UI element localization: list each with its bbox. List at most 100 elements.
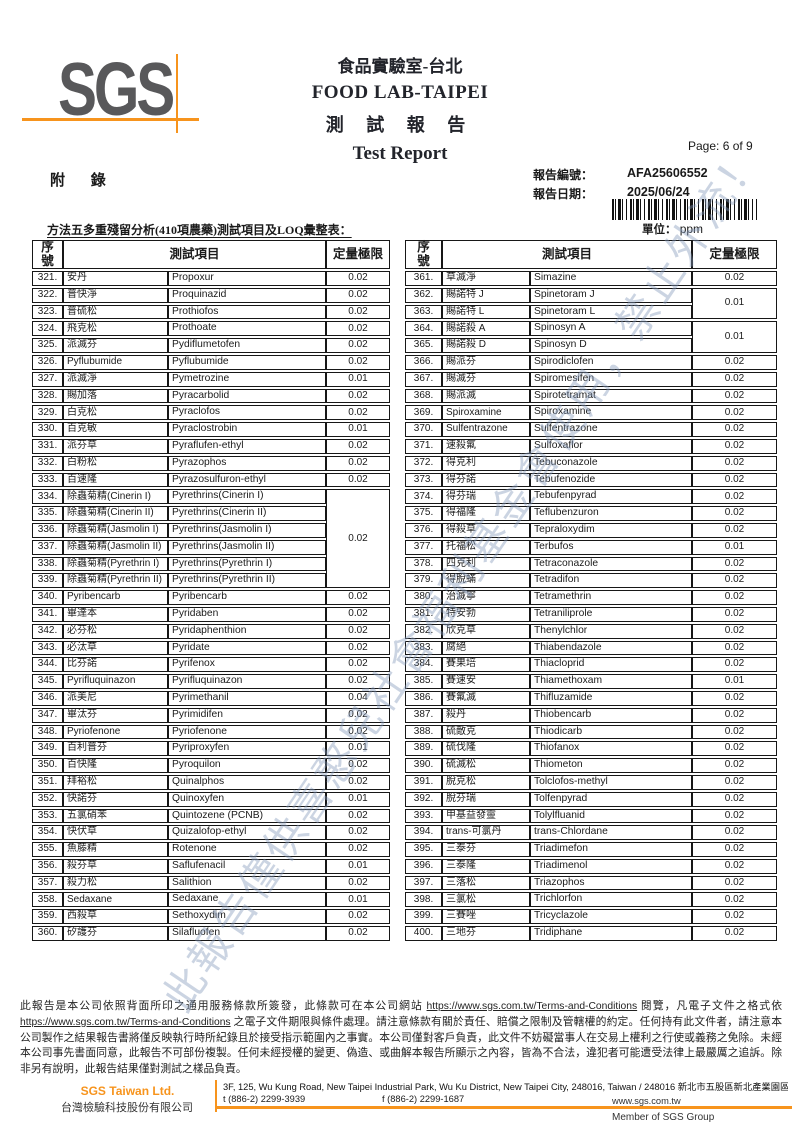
item-en: Pyrazophos <box>168 455 327 471</box>
table-row: 359. 西殺草 Sethoxydim 0.02 <box>32 909 391 925</box>
item-zh: 百快隆 <box>63 758 168 773</box>
loq-value: 0.02 <box>692 371 778 387</box>
table-row: 328. 賜加落 Pyracarbolid 0.02 <box>32 388 391 404</box>
item-zh: 四克利 <box>442 556 530 572</box>
loq-value: 0.02 <box>692 825 778 841</box>
item-zh: 得脫蟎 <box>442 573 530 589</box>
table-row: 358. Sedaxane Sedaxane 0.01 <box>32 892 391 908</box>
item-zh: 百速隆 <box>63 472 168 488</box>
table-row: 366. 賜派芬 Spirodiclofen 0.02 <box>405 354 778 370</box>
report-header: 食品實驗室-台北 FOOD LAB-TAIPEI 測 試 報 告 Test Re… <box>270 52 530 165</box>
item-zh: 腐絕 <box>442 640 530 656</box>
col-item: 測試項目 <box>63 240 327 269</box>
loq-value: 0.02 <box>692 791 778 807</box>
table-row: 376. 得殺草 Tepraloxydim 0.02 <box>405 522 778 538</box>
row-no: 330. <box>32 422 63 437</box>
table-row: 321. 安丹 Propoxur 0.02 <box>32 271 391 286</box>
table-row: 338. 除蟲菊精(Pyrethrin I) Pyrethrins(Pyrethri… <box>32 556 390 572</box>
table-row: 386. 賽氟滅 Thifluzamide 0.02 <box>405 690 778 706</box>
row-no: 393. <box>405 808 442 824</box>
table-row: 356. 殺芬草 Saflufenacil 0.01 <box>32 858 391 874</box>
loq-value: 0.01 <box>692 539 778 555</box>
table-row: 387. 殺丹 Thiobencarb 0.02 <box>405 707 778 723</box>
item-zh: 矽護芬 <box>63 926 168 941</box>
company-name-en: SGS Taiwan Ltd. <box>80 1084 175 1098</box>
loq-table-right: 序號測試項目 定量極限 361. 草滅淨 Simazine 0.02 362. 賜諾特 J Sp… <box>405 238 778 943</box>
row-no: 367. <box>405 371 442 387</box>
item-en: Simazine <box>530 271 693 286</box>
table-row: 340. Pyribencarb Pyribencarb 0.02 <box>32 590 391 605</box>
table-row: 354. 快伏草 Quizalofop-ethyl 0.02 <box>32 825 391 841</box>
row-no: 384. <box>405 657 442 673</box>
item-en: Tebuconazole <box>530 455 693 471</box>
row-no: 354. <box>32 825 63 841</box>
table-row: 379. 得脫蟎 Tetradifon 0.02 <box>405 573 778 589</box>
item-en: Sethoxydim <box>168 909 327 925</box>
table-row: 329. 白克松 Pyraclofos 0.02 <box>32 405 391 421</box>
row-no: 355. <box>32 842 63 857</box>
item-zh: 除蟲菊精(Jasmolin I) <box>63 522 168 538</box>
loq-value: 0.02 <box>692 271 778 286</box>
row-no: 380. <box>405 590 442 605</box>
report-date-label: 報告日期： <box>533 187 594 201</box>
row-no: 398. <box>405 892 442 908</box>
table-row: 360. 矽護芬 Silafluofen 0.02 <box>32 926 391 941</box>
loq-value: 0.02 <box>326 304 391 320</box>
item-en: Pyrazosulfuron-ethyl <box>168 472 327 488</box>
sgs-logo: SGS <box>58 47 175 131</box>
item-en: Tolclofos-methyl <box>530 774 693 790</box>
loq-value: 0.01 <box>692 674 778 689</box>
item-en: Sulfoxaflor <box>530 438 693 454</box>
item-zh: 除蟲菊精(Jasmolin II) <box>63 539 168 555</box>
table-row: 348. Pyriofenone Pyriofenone 0.02 <box>32 724 391 740</box>
row-no: 328. <box>32 388 63 404</box>
company-name-zh: 台灣檢驗科技股份有限公司 <box>61 1102 193 1114</box>
row-no: 361. <box>405 271 442 286</box>
row-no: 333. <box>32 472 63 488</box>
item-en: Pydiflumetofen <box>168 338 327 353</box>
row-no: 381. <box>405 606 442 622</box>
header-row: 序號測試項目 定量極限 <box>32 240 391 269</box>
table-row: 333. 百速隆 Pyrazosulfuron-ethyl 0.02 <box>32 472 391 488</box>
report-title-en: Test Report <box>352 143 448 164</box>
row-no: 370. <box>405 422 442 437</box>
table-row: 362. 賜諾特 J Spinetoram J 0.01 <box>405 287 778 320</box>
item-en: Thiamethoxam <box>530 674 693 689</box>
row-no: 338. <box>32 556 63 572</box>
col-loq: 定量極限 <box>692 240 778 269</box>
row-no: 353. <box>32 808 63 824</box>
item-zh: 賽氟滅 <box>442 690 530 706</box>
row-no: 322. <box>32 287 63 303</box>
loq-value: 0.02 <box>692 875 778 891</box>
item-en: Tetraniliprole <box>530 606 693 622</box>
company-fax: f (886-2) 2299-1687 <box>382 1094 465 1104</box>
item-en: Terbufos <box>530 539 693 555</box>
row-no: 358. <box>32 892 63 908</box>
row-no: 397. <box>405 875 442 891</box>
row-no: 332. <box>32 455 63 471</box>
item-en: Tolylfluanid <box>530 808 693 824</box>
table-row: 385. 賽速安 Thiamethoxam 0.01 <box>405 674 778 689</box>
loq-value: 0.02 <box>326 455 391 471</box>
item-en: Pyrethrins(Cinerin II) <box>168 506 327 521</box>
item-en: Prothiofos <box>168 304 327 320</box>
item-zh: Pyribencarb <box>63 590 168 605</box>
loq-value: 0.02 <box>326 287 391 303</box>
item-zh: 安丹 <box>63 271 168 286</box>
table-row: 349. 百利普芬 Pyriproxyfen 0.01 <box>32 741 391 757</box>
col-loq: 定量極限 <box>326 240 391 269</box>
row-no: 348. <box>32 724 63 740</box>
barcode <box>612 199 757 220</box>
row-no: 383. <box>405 640 442 656</box>
disclaimer-text: 此報告是本公司依照背面所印之通用服務條款所簽發，此條款可在本公司網站 https… <box>20 999 782 1077</box>
item-en: Spinosyn D <box>530 338 693 353</box>
loq-value: 0.02 <box>326 405 391 421</box>
loq-value: 0.02 <box>692 707 778 723</box>
item-en: Sedaxane <box>168 892 327 908</box>
row-no: 389. <box>405 741 442 757</box>
item-zh: Sulfentrazone <box>442 422 530 437</box>
loq-value: 0.02 <box>326 623 391 639</box>
item-en: Pyrimidifen <box>168 707 327 723</box>
item-en: Pyrimethanil <box>168 690 327 706</box>
loq-value: 0.01 <box>692 287 778 320</box>
